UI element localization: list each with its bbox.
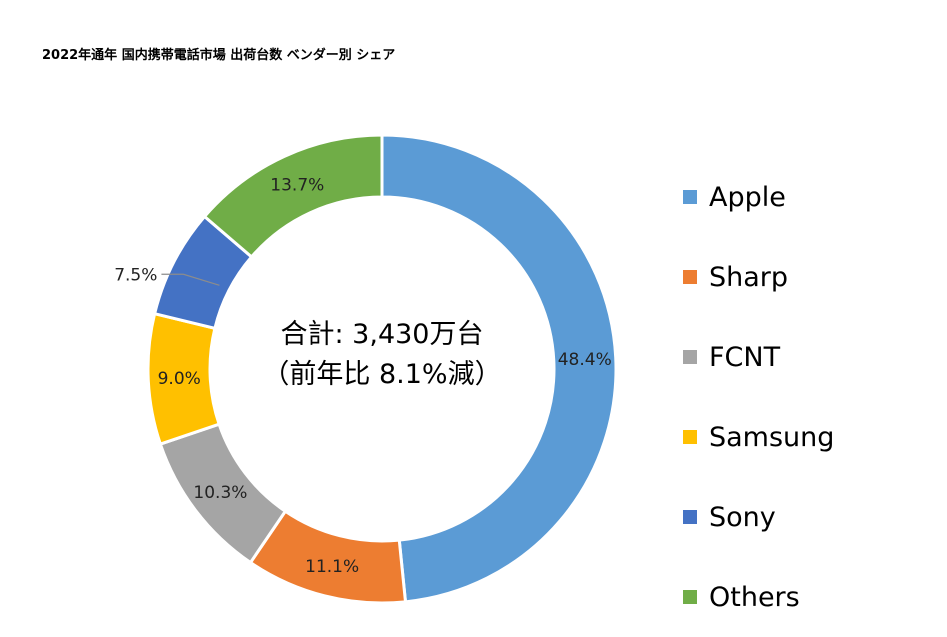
legend-label: Sharp xyxy=(709,261,789,293)
legend-swatch xyxy=(683,350,697,364)
data-label-sony: 7.5% xyxy=(114,265,157,285)
legend-item-apple: Apple xyxy=(683,157,834,237)
data-label-others: 13.7% xyxy=(270,176,324,196)
center-total: 合計: 3,430万台 xyxy=(280,319,484,350)
legend-item-sony: Sony xyxy=(683,477,834,557)
center-summary: 合計: 3,430万台 （前年比 8.1%減） xyxy=(262,315,501,395)
data-label-fcnt: 10.3% xyxy=(193,483,247,503)
legend-label: Apple xyxy=(709,181,786,213)
chart-title: 2022年通年 国内携帯電話市場 出荷台数 ベンダー別 シェア xyxy=(42,48,396,63)
legend-swatch xyxy=(683,430,697,444)
slice-others xyxy=(202,133,384,259)
data-label-apple: 48.4% xyxy=(558,350,612,370)
legend-swatch xyxy=(683,190,697,204)
legend-label: Sony xyxy=(709,501,776,533)
leader-line-sony xyxy=(161,273,220,286)
legend-swatch xyxy=(683,270,697,284)
data-label-samsung: 9.0% xyxy=(158,369,201,389)
legend-label: Others xyxy=(709,581,800,613)
legend-item-fcnt: FCNT xyxy=(683,317,834,397)
legend-swatch xyxy=(683,510,697,524)
slice-apple xyxy=(380,133,618,604)
legend-label: FCNT xyxy=(709,341,781,373)
data-label-sharp: 11.1% xyxy=(305,557,359,577)
legend: Apple Sharp FCNT Samsung Sony Others xyxy=(683,157,834,637)
legend-label: Samsung xyxy=(709,421,835,453)
legend-item-samsung: Samsung xyxy=(683,397,834,477)
legend-swatch xyxy=(683,590,697,604)
center-change: （前年比 8.1%減） xyxy=(262,359,502,390)
legend-item-others: Others xyxy=(683,557,834,637)
legend-item-sharp: Sharp xyxy=(683,237,834,317)
